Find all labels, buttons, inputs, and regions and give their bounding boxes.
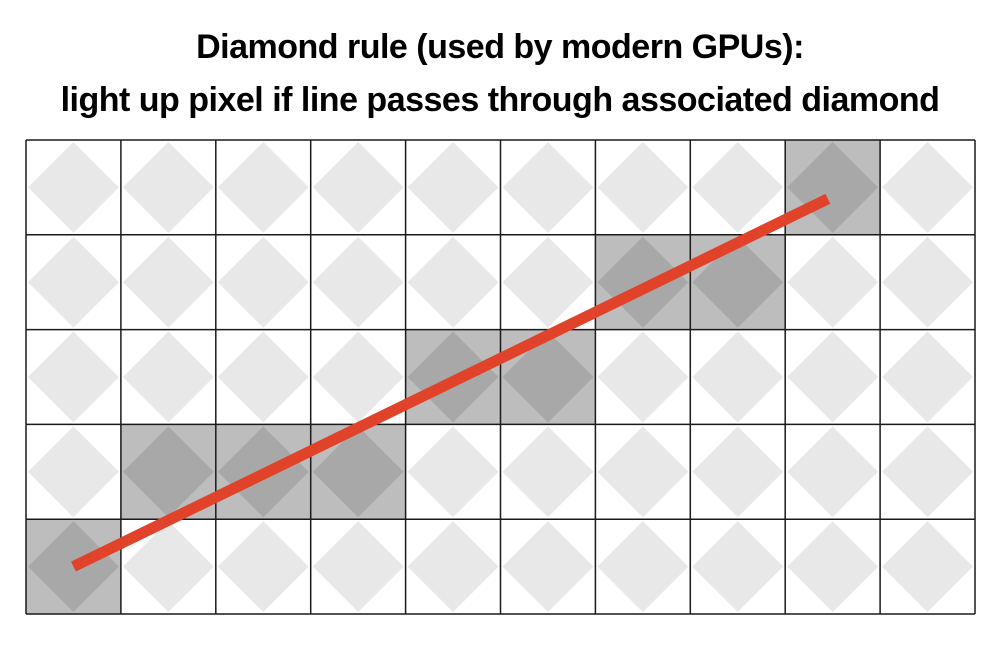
pixel-diamond xyxy=(882,426,973,518)
pixel-diamond xyxy=(502,521,594,613)
pixel-diamond xyxy=(597,331,689,423)
pixel-cell xyxy=(690,140,786,235)
pixel-diamond xyxy=(407,236,499,328)
pixel-cell xyxy=(120,329,216,425)
pixel-diamond xyxy=(882,236,973,328)
title-line-1: Diamond rule (used by modern GPUs): xyxy=(196,28,804,66)
pixel-cell xyxy=(690,329,786,425)
pixel-cell xyxy=(120,234,216,330)
pixel-diamond xyxy=(502,426,594,518)
pixel-diamond xyxy=(312,141,404,233)
pixel-diamond xyxy=(787,236,879,328)
pixel-cell xyxy=(880,519,975,614)
pixel-cell xyxy=(880,140,975,235)
pixel-cell xyxy=(785,424,881,520)
pixel-cell xyxy=(26,140,121,235)
pixel-cell xyxy=(785,329,881,425)
pixel-diamond xyxy=(122,521,214,613)
pixel-cell xyxy=(310,140,406,235)
pixel-grid xyxy=(26,140,975,614)
pixel-cell xyxy=(595,329,691,425)
pixel-diamond xyxy=(407,426,499,518)
pixel-cell xyxy=(785,519,881,614)
title-line-2: light up pixel if line passes through as… xyxy=(60,81,940,119)
pixel-cell xyxy=(880,329,975,425)
pixel-cell xyxy=(120,140,216,235)
pixel-cell xyxy=(310,329,406,425)
pixel-diamond xyxy=(28,141,119,233)
pixel-cell xyxy=(310,234,406,330)
pixel-diamond xyxy=(597,141,689,233)
pixel-diamond xyxy=(787,141,879,233)
pixel-diamond xyxy=(312,521,404,613)
pixel-diamond xyxy=(217,521,309,613)
pixel-cell xyxy=(880,234,975,330)
pixel-diamond xyxy=(787,331,879,423)
pixel-cell xyxy=(595,140,691,235)
lit-pixel xyxy=(595,234,691,330)
pixel-diamond xyxy=(28,426,119,518)
pixel-cell xyxy=(26,329,121,425)
pixel-diamond xyxy=(28,236,119,328)
pixel-diamond xyxy=(882,141,973,233)
pixel-diamond xyxy=(692,521,784,613)
pixel-cell xyxy=(405,140,501,235)
pixel-diamond xyxy=(502,236,594,328)
pixel-cell xyxy=(500,424,596,520)
pixel-cell xyxy=(310,519,406,614)
pixel-cell xyxy=(500,519,596,614)
pixel-diamond xyxy=(217,236,309,328)
pixel-cell xyxy=(690,519,786,614)
rasterized-line xyxy=(71,193,831,572)
pixel-diamond xyxy=(312,331,404,423)
grid-lines xyxy=(25,139,976,615)
pixel-cell xyxy=(785,234,881,330)
pixel-diamond xyxy=(217,141,309,233)
pixel-diamond xyxy=(692,426,784,518)
pixel-diamond xyxy=(787,426,879,518)
pixel-diamond xyxy=(502,331,594,423)
pixel-cell xyxy=(26,424,121,520)
pixel-cell xyxy=(215,519,311,614)
lit-pixel xyxy=(690,234,786,330)
pixel-cell xyxy=(880,424,975,520)
pixel-diamond xyxy=(502,141,594,233)
pixel-diamond xyxy=(882,331,973,423)
pixel-diamond xyxy=(882,521,973,613)
pixel-cell xyxy=(500,234,596,330)
pixel-cell xyxy=(26,234,121,330)
pixel-diamond xyxy=(407,141,499,233)
pixel-diamond xyxy=(122,426,214,518)
pixel-diamond xyxy=(312,236,404,328)
pixel-diamond xyxy=(28,331,119,423)
pixel-diamond xyxy=(122,331,214,423)
pixel-diamond xyxy=(122,141,214,233)
pixel-cell xyxy=(405,234,501,330)
lit-pixel xyxy=(785,140,881,235)
lit-pixel xyxy=(500,329,596,425)
pixel-diamond xyxy=(787,521,879,613)
pixel-cell xyxy=(215,329,311,425)
pixel-diamond xyxy=(407,521,499,613)
pixel-diamond xyxy=(692,141,784,233)
pixel-diamond xyxy=(597,521,689,613)
pixel-cell xyxy=(405,424,501,520)
pixel-diamond xyxy=(122,236,214,328)
pixel-cell xyxy=(690,424,786,520)
pixel-cell xyxy=(405,519,501,614)
pixel-diamond xyxy=(692,331,784,423)
pixel-diamond xyxy=(217,331,309,423)
pixel-cell xyxy=(215,140,311,235)
pixel-cell xyxy=(595,424,691,520)
pixel-cell xyxy=(595,519,691,614)
pixel-cell xyxy=(215,234,311,330)
line-layer xyxy=(71,193,831,572)
pixel-diamond xyxy=(597,426,689,518)
pixel-cell xyxy=(500,140,596,235)
pixel-diamond xyxy=(312,426,404,518)
